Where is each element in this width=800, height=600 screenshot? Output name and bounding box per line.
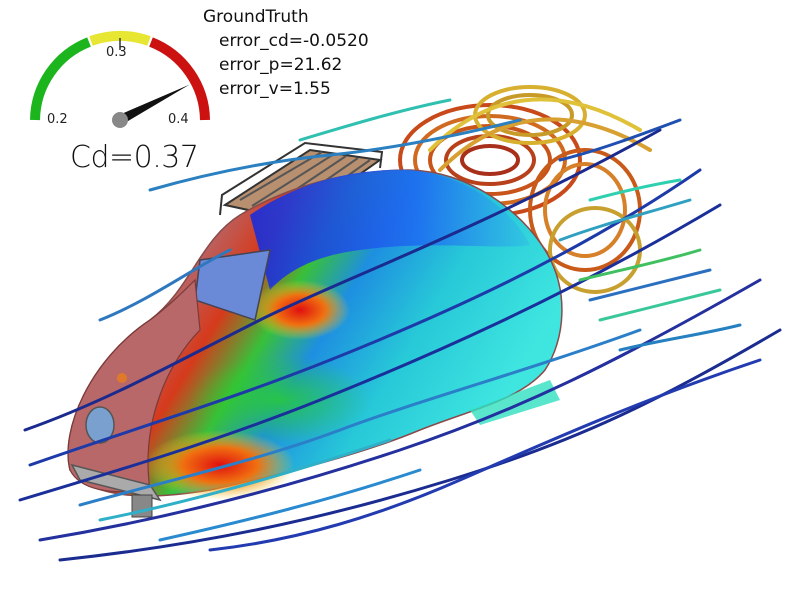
streamlines bbox=[18, 98, 782, 562]
error-v-text: error_v=1.55 bbox=[219, 79, 331, 99]
gauge-max-label: 0.4 bbox=[168, 112, 189, 127]
error-metrics-panel: GroundTruth error_cd=-0.0520 error_p=21.… bbox=[203, 5, 369, 101]
error-p-text: error_p=21.62 bbox=[219, 55, 343, 75]
gauge-high-band bbox=[149, 37, 210, 121]
gauge-needle bbox=[117, 84, 190, 125]
cd-gauge: 0.2 0.3 0.4 bbox=[20, 20, 230, 140]
gauge-low-band bbox=[30, 37, 91, 121]
gauge-mid-label: 0.3 bbox=[106, 45, 127, 60]
gauge-hub bbox=[112, 112, 128, 128]
gauge-mid-band bbox=[89, 30, 151, 46]
metrics-title: GroundTruth bbox=[203, 7, 309, 27]
gauge-dial bbox=[30, 30, 210, 128]
error-cd-text: error_cd=-0.0520 bbox=[219, 31, 369, 51]
gauge-min-label: 0.2 bbox=[47, 112, 68, 127]
cd-value-readout: Cd=0.37 bbox=[70, 140, 199, 175]
car-body bbox=[67, 169, 563, 518]
